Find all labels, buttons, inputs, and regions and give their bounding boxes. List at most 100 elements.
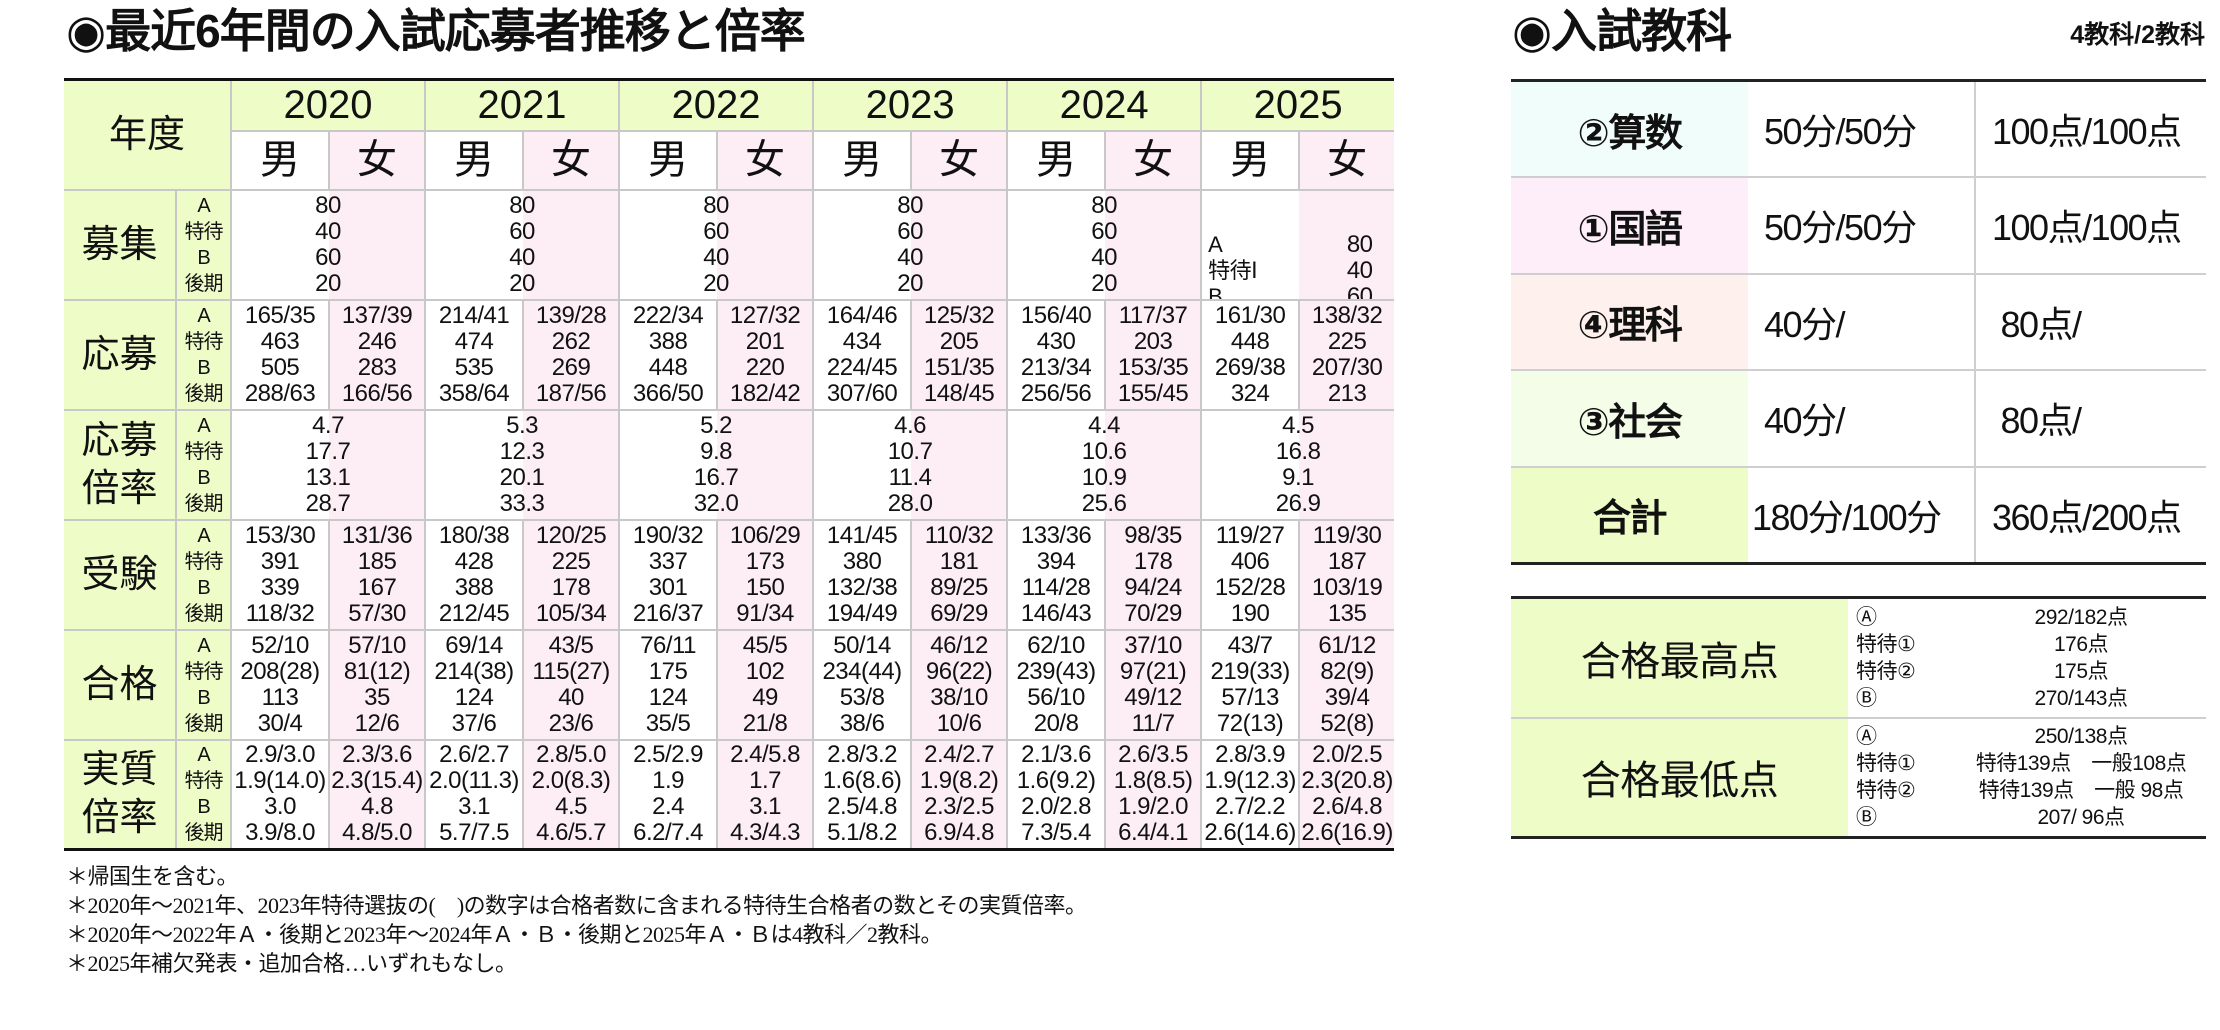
passed-2021-female: 43/5 115(27) 40 23/6	[522, 628, 621, 741]
recruit-label: 募集	[64, 188, 177, 301]
examinees-2021-female: 120/25 225 178 105/34	[522, 518, 621, 631]
applicants-2023-male: 164/46 434 224/45 307/60	[812, 298, 913, 411]
exam-type-labels: A 特待 B 後期	[174, 628, 233, 741]
real-ratio-2020-female: 2.3/3.6 2.3(15.4) 4.8 4.8/5.0	[328, 738, 427, 851]
main-title: ◉最近6年間の入試応募者推移と倍率	[66, 5, 806, 57]
applicants-2020-male: 165/35 463 505 288/63	[230, 298, 331, 411]
passed-2022-male: 76/11 175 124 35/5	[618, 628, 719, 741]
male-header: 男	[1200, 129, 1301, 191]
applicants-2021-male: 214/41 474 535 358/64	[424, 298, 525, 411]
real-ratio-2020-male: 2.9/3.0 1.9(14.0) 3.0 3.9/8.0	[230, 738, 331, 851]
passed-2024-male: 62/10 239(43) 56/10 20/8	[1006, 628, 1107, 741]
male-header: 男	[1006, 129, 1107, 191]
exam-subjects-table: ②算数 50分/50分 100点/100点 ①国語 50分/50分 100点/1…	[1511, 79, 2206, 565]
subject-time: 40分/	[1748, 370, 1976, 468]
applicants-2022-male: 222/34 388 448 366/50	[618, 298, 719, 411]
female-header: 女	[1104, 129, 1203, 191]
applicant-ratio-2025: 4.5 16.8 9.1 26.9	[1200, 408, 1395, 521]
pass-scores-table: 合格最高点 Ⓐ 292/182点 特待① 176点 特待② 175点 Ⓑ 270/143…	[1511, 596, 2206, 839]
applicants-2023-female: 125/32 205 151/35 148/45	[910, 298, 1009, 411]
examinees-2024-female: 98/35 178 94/24 70/29	[1104, 518, 1203, 631]
passed-label: 合格	[64, 628, 177, 741]
applicant-ratio-label: 応募 倍率	[64, 408, 177, 521]
subject-row-science: ④理科 40分/ 80点/	[1511, 273, 2206, 371]
female-header: 女	[1298, 129, 1395, 191]
lowest-score-values: Ⓐ 250/138点 特待① 特待139点 一般108点 特待② 特待139点 一般 …	[1856, 725, 2187, 830]
lowest-score-label: 合格最低点	[1511, 717, 1848, 838]
passed-2022-female: 45/5 102 49 21/8	[716, 628, 815, 741]
passed-2021-male: 69/14 214(38) 124 37/6	[424, 628, 525, 741]
real-ratio-label: 実質 倍率	[64, 738, 177, 851]
real-ratio-2022-female: 2.4/5.8 1.7 3.1 4.3/4.3	[716, 738, 815, 851]
female-header: 女	[910, 129, 1009, 191]
passed-2025-female: 61/12 82(9) 39/4 52(8)	[1298, 628, 1395, 741]
real-ratio-2022-male: 2.5/2.9 1.9 2.4 6.2/7.4	[618, 738, 719, 851]
footnote: ＊2025年補欠発表・追加合格…いずれもなし。	[66, 951, 517, 976]
subject-time: 50分/50分	[1748, 177, 1976, 275]
year-2021-header: 2021	[424, 79, 621, 132]
exam-type-labels: A 特待 B 後期	[174, 298, 233, 411]
subject-points: 100点/100点	[1975, 177, 2206, 275]
real-ratio-2023-male: 2.8/3.2 1.6(8.6) 2.5/4.8 5.1/8.2	[812, 738, 913, 851]
recruit-2025-type-labels: A特待ⅠB特待Ⅱ	[1208, 231, 1258, 300]
real-ratio-2025-female: 2.0/2.5 2.3(20.8) 2.6/4.8 2.6(16.9)	[1298, 738, 1395, 851]
examinees-2025-female: 119/30 187 103/19 135	[1298, 518, 1395, 631]
real-ratio-2021-female: 2.8/5.0 2.0(8.3) 4.5 4.6/5.7	[522, 738, 621, 851]
real-ratio-2024-female: 2.6/3.5 1.8(8.5) 1.9/2.0 6.4/4.1	[1104, 738, 1203, 851]
real-ratio-2024-male: 2.1/3.6 1.6(9.2) 2.0/2.8 7.3/5.4	[1006, 738, 1107, 851]
real-ratio-2021-male: 2.6/2.7 2.0(11.3) 3.1 5.7/7.5	[424, 738, 525, 851]
subject-name: ③社会	[1511, 370, 1748, 468]
applicant-ratio-2024: 4.4 10.6 10.9 25.6	[1006, 408, 1203, 521]
passed-2020-female: 57/10 81(12) 35 12/6	[328, 628, 427, 741]
footnote: ＊2020年～2022年Ａ・後期と2023年～2024年Ａ・Ｂ・後期と2025年…	[66, 922, 943, 947]
footnote: ＊帰国生を含む。	[66, 864, 239, 889]
year-header-label: 年度	[64, 79, 233, 191]
examinees-row: 受験 A 特待 B 後期 153/30 391 339 118/32 131/36 185 16…	[64, 518, 1395, 631]
applicant-ratio-2021: 5.3 12.3 20.1 33.3	[424, 408, 621, 521]
applicants-2020-female: 137/39 246 283 166/56	[328, 298, 427, 411]
applicants-2021-female: 139/28 262 269 187/56	[522, 298, 621, 411]
exam-type-labels: A 特待 B 後期	[174, 408, 233, 521]
subjects-title: ◉入試教科	[1512, 5, 1732, 57]
recruit-row: 募集 A 特待 B 後期 80 40 60 20 80 60 40 20 80 60 40 20 80 6…	[64, 188, 1395, 301]
exam-type-labels: A 特待 B 後期	[174, 738, 233, 851]
admission-history-table: 年度 2020 2021 2022 2023 2024 2025 男 女 男 女…	[64, 78, 1395, 851]
male-header: 男	[618, 129, 719, 191]
applicants-2022-female: 127/32 201 220 182/42	[716, 298, 815, 411]
subject-points: 360点/200点	[1992, 496, 2182, 538]
passed-2025-male: 43/7 219(33) 57/13 72(13)	[1200, 628, 1301, 741]
passed-2023-female: 46/12 96(22) 38/10 10/6	[910, 628, 1009, 741]
highest-score-row: 合格最高点 Ⓐ 292/182点 特待① 176点 特待② 175点 Ⓑ 270/143…	[1511, 597, 2206, 719]
recruit-2023: 80 60 40 20	[812, 188, 1009, 301]
recruit-2020: 80 40 60 20	[230, 188, 427, 301]
examinees-2024-male: 133/36 394 114/28 146/43	[1006, 518, 1107, 631]
real-ratio-row: 実質 倍率 A 特待 B 後期 2.9/3.0 1.9(14.0) 3.0 3.9/8.0 2…	[64, 738, 1395, 851]
examinees-2023-female: 110/32 181 89/25 69/29	[910, 518, 1009, 631]
real-ratio-2025-male: 2.8/3.9 1.9(12.3) 2.7/2.2 2.6(14.6)	[1200, 738, 1301, 851]
examinees-2021-male: 180/38 428 388 212/45	[424, 518, 525, 631]
year-2024-header: 2024	[1006, 79, 1203, 132]
examinees-2022-male: 190/32 337 301 216/37	[618, 518, 719, 631]
examinees-label: 受験	[64, 518, 177, 631]
examinees-2022-female: 106/29 173 150 91/34	[716, 518, 815, 631]
applicants-2024-male: 156/40 430 213/34 256/56	[1006, 298, 1107, 411]
subject-row-japanese: ①国語 50分/50分 100点/100点	[1511, 177, 2206, 275]
applicants-2025-male: 161/30 448 269/38 324	[1200, 298, 1301, 411]
applicant-ratio-2023: 4.6 10.7 11.4 28.0	[812, 408, 1009, 521]
subject-name: ④理科	[1511, 273, 1748, 371]
examinees-2023-male: 141/45 380 132/38 194/49	[812, 518, 913, 631]
subject-points: 80点/	[1975, 273, 2206, 371]
subject-row-math: ②算数 50分/50分 100点/100点	[1511, 80, 2206, 178]
passed-row: 合格 A 特待 B 後期 52/10 208(28) 113 30/4 57/10 81(12…	[64, 628, 1395, 741]
applicants-2024-female: 117/37 203 153/35 155/45	[1104, 298, 1203, 411]
passed-2020-male: 52/10 208(28) 113 30/4	[230, 628, 331, 741]
recruit-2022: 80 60 40 20	[618, 188, 815, 301]
subject-name: ②算数	[1511, 80, 1748, 178]
subject-row-social: ③社会 40分/ 80点/	[1511, 370, 2206, 468]
exam-type-labels: A 特待 B 後期	[174, 518, 233, 631]
applicant-ratio-2022: 5.2 9.8 16.7 32.0	[618, 408, 815, 521]
male-header: 男	[424, 129, 525, 191]
female-header: 女	[522, 129, 621, 191]
subject-name: 合計	[1511, 466, 1748, 563]
